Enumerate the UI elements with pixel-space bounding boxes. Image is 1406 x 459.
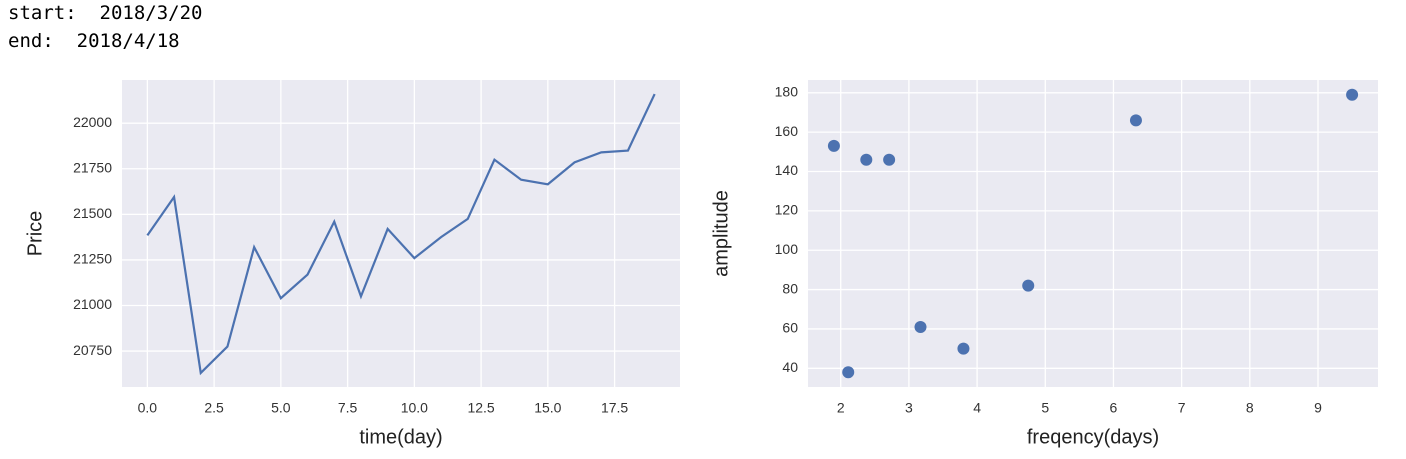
x-tick-label: 17.5: [601, 400, 628, 416]
x-tick-label: 7.5: [338, 400, 358, 416]
y-tick-label: 80: [782, 280, 798, 296]
point: [1346, 88, 1359, 101]
x-tick-label: 3: [905, 400, 913, 416]
point: [842, 366, 855, 379]
point: [1022, 279, 1035, 292]
y-tick-label: 100: [775, 241, 799, 257]
price-line: [146, 93, 656, 376]
x-tick-label: 15.0: [534, 400, 561, 416]
point: [827, 139, 840, 152]
y-tick-label: 22000: [73, 114, 112, 130]
x-tick-label: 2.5: [204, 400, 224, 416]
y-tick-label: 21000: [73, 296, 112, 312]
x-tick-label: 12.5: [467, 400, 494, 416]
y-axis-label: Price: [24, 211, 46, 257]
y-tick-label: 40: [782, 359, 798, 375]
y-tick-label: 160: [775, 123, 799, 139]
y-axis-label: amplitude: [710, 190, 732, 277]
header-line: start: 2018/3/20: [8, 2, 203, 24]
y-tick-label: 20750: [73, 342, 112, 358]
y-tick-label: 21250: [73, 251, 112, 267]
x-tick-label: 4: [973, 400, 981, 416]
x-tick-label: 6: [1110, 400, 1118, 416]
x-tick-label: 9: [1314, 400, 1322, 416]
point: [1129, 114, 1142, 127]
y-tick-label: 120: [775, 202, 799, 218]
y-tick-label: 60: [782, 320, 798, 336]
point: [957, 342, 970, 355]
point: [883, 153, 896, 166]
y-tick-label: 140: [775, 162, 799, 178]
y-tick-label: 180: [775, 83, 799, 99]
x-tick-label: 5: [1041, 400, 1049, 416]
plot-area: [122, 80, 680, 387]
x-tick-label: 0.0: [138, 400, 158, 416]
x-tick-label: 2: [837, 400, 845, 416]
x-tick-label: 5.0: [271, 400, 291, 416]
x-tick-label: 10.0: [401, 400, 428, 416]
point: [914, 320, 927, 333]
point: [860, 153, 873, 166]
x-tick-label: 8: [1246, 400, 1254, 416]
x-axis-label: freqency(days): [1027, 426, 1159, 448]
x-axis-label: time(day): [359, 426, 442, 448]
header-line: end: 2018/4/18: [8, 30, 180, 52]
y-tick-label: 21500: [73, 205, 112, 221]
x-tick-label: 7: [1178, 400, 1186, 416]
y-tick-label: 21750: [73, 159, 112, 175]
plot-area: [808, 80, 1378, 387]
